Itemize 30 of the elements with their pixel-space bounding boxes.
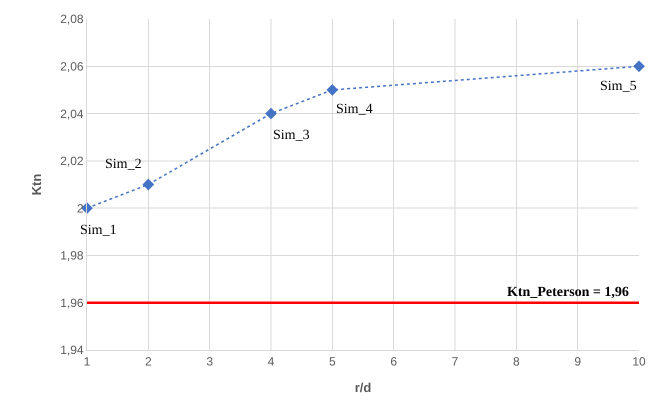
x-tick-label: 7 [452,354,459,368]
point [326,84,338,96]
point [265,108,277,120]
y-tick-label: 1,94 [60,343,84,358]
y-tick-label: 2,04 [60,106,84,121]
point [633,60,645,72]
x-axis-title: r/d [354,380,372,395]
x-tick-label: 4 [268,354,275,368]
annotation: Sim_1 [80,223,117,238]
annotation: Sim_5 [600,79,637,94]
x-tick-label: 3 [206,354,214,368]
x-tick-label: 2 [144,354,152,368]
ref-line-label: Ktn_Peterson = 1,96 [507,285,629,300]
annotation: Sim_3 [273,128,310,143]
y-tick-label: 2,08 [60,12,84,26]
y-tick-label: 2 [76,201,84,216]
x-tick-label: 1 [84,354,91,368]
annotation: Sim_2 [105,157,142,172]
point [142,178,154,190]
y-tick-label: 1,98 [60,248,84,263]
x-tick-label: 10 [632,354,646,368]
x-tick-label: 6 [390,354,398,368]
annotation: Sim_4 [336,102,373,117]
x-tick-label: 8 [512,354,520,368]
x-tick-label: 5 [328,354,336,368]
y-tick-label: 1,96 [60,296,84,310]
x-tick-label: 9 [574,354,582,368]
y-axis-title: Ktn [29,174,44,196]
y-tick-label: 2,02 [60,154,84,168]
y-tick-label: 2,06 [60,59,84,74]
